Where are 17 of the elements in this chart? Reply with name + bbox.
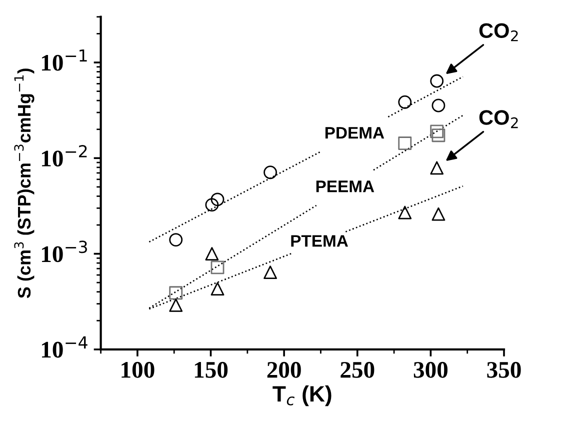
x-tick-label: 100: [122, 362, 154, 378]
y-tick-label: 10$^{−3}$: [42, 240, 87, 262]
x-tick-label: 350: [487, 362, 521, 378]
x-tick-label: 150: [194, 362, 228, 378]
annotation: CO$_{2}$: [479, 23, 518, 42]
series-label: PEEMA: [316, 180, 374, 192]
y-axis-title: S (cm$^{3}$ (STP)cm$^{−3}$cmHg$^{−1}$): [14, 68, 34, 298]
y-tick-label: 10$^{−1}$: [42, 49, 87, 71]
x-tick-label: 250: [340, 362, 374, 378]
x-tick-label: 200: [267, 362, 301, 378]
y-tick-label: 10$^{−2}$: [42, 144, 87, 167]
x-axis-title: T$_{c}$ (K): [272, 385, 332, 406]
y-tick-label: 10$^{−4}$: [42, 336, 88, 358]
annotation: CO$_{2}$: [479, 110, 518, 128]
series-label: PDEMA: [325, 127, 384, 139]
series-label: PTEMA: [291, 235, 348, 247]
x-tick-label: 300: [414, 362, 448, 378]
